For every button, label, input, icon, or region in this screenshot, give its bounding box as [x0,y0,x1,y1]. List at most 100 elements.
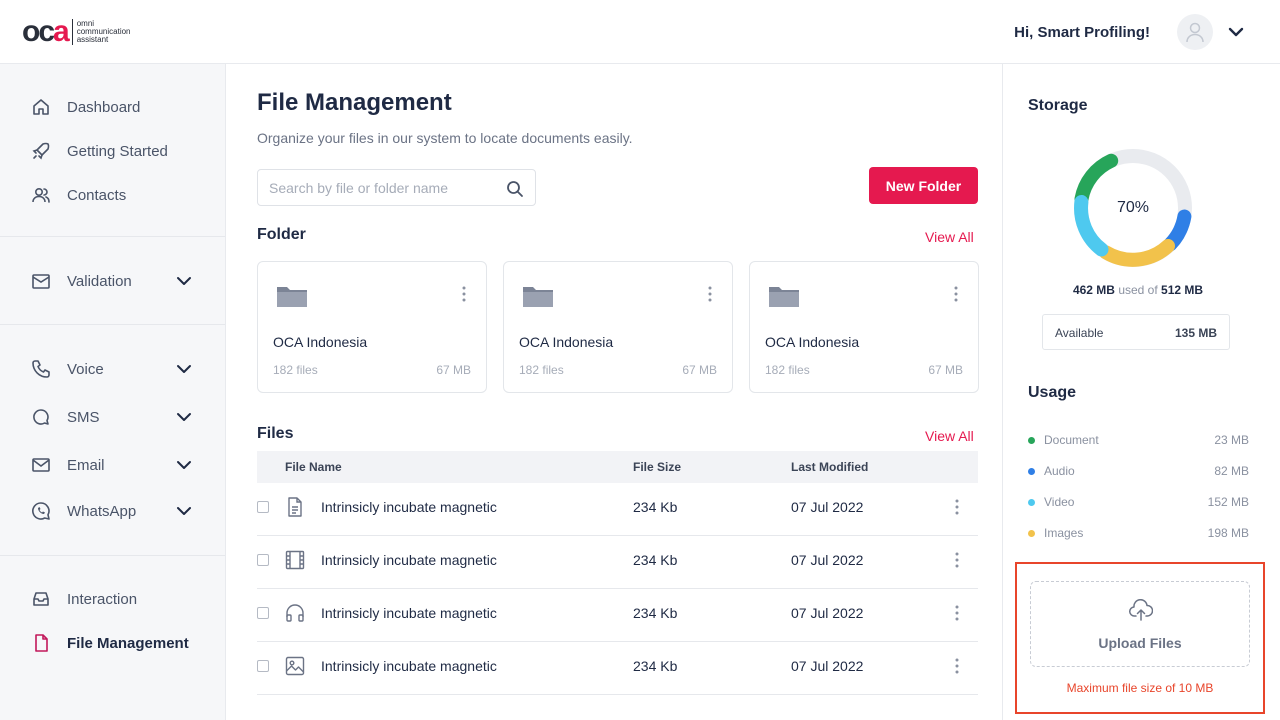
upload-size-note: Maximum file size of 10 MB [1066,681,1214,695]
files-section-title: Files [257,425,294,442]
home-icon [33,99,49,115]
more-vertical-icon[interactable] [708,286,712,302]
sidebar-item-label: Getting Started [67,142,168,160]
row-checkbox[interactable] [257,607,269,619]
folder-size: 67 MB [436,363,471,377]
oca-logo[interactable]: oca omni communication assistant [22,17,131,47]
file-size: 234 Kb [633,552,678,568]
row-checkbox[interactable] [257,501,269,513]
search-input[interactable] [269,180,479,196]
chevron-down-icon[interactable] [176,409,192,425]
file-modified: 07 Jul 2022 [791,499,864,515]
folders-view-all-link[interactable]: View All [925,229,974,245]
page-title: File Management [257,89,452,116]
file-size: 234 Kb [633,499,678,515]
inbox-icon [33,592,49,606]
legend-dot [1028,437,1035,444]
folder-icon [277,287,307,307]
folder-card[interactable]: OCA Indonesia 182 files 67 MB [749,261,979,393]
chevron-down-icon[interactable] [176,361,192,377]
folder-card[interactable]: OCA Indonesia 182 files 67 MB [257,261,487,393]
column-last-modified[interactable]: Last Modified [791,460,869,474]
phone-icon [32,360,50,378]
sidebar-item-validation[interactable]: Validation [30,269,200,293]
new-folder-button[interactable]: New Folder [869,167,978,204]
sidebar-item-getting-started[interactable]: Getting Started [30,139,200,163]
sidebar-item-label: Email [67,456,105,474]
table-row[interactable]: Intrinsicly incubate magnetic 234 Kb 07 … [257,483,978,536]
legend-dot [1028,468,1035,475]
folder-file-count: 182 files [273,363,318,377]
file-name: Intrinsicly incubate magnetic [321,552,497,568]
more-vertical-icon[interactable] [955,658,959,674]
more-vertical-icon[interactable] [955,552,959,568]
usage-title: Usage [1028,384,1077,401]
chevron-down-icon[interactable] [176,503,192,519]
upload-files-label: Upload Files [1098,635,1182,651]
file-name: Intrinsicly incubate magnetic [321,605,497,621]
chevron-down-icon[interactable] [176,457,192,473]
upload-highlight-frame: Upload Files Maximum file size of 10 MB [1015,562,1265,714]
donut-segment-images [1099,239,1175,267]
user-greeting: Hi, Smart Profiling! [1014,24,1150,41]
sidebar-item-label: Validation [67,272,132,290]
users-icon [32,187,50,203]
sidebar-item-label: SMS [67,408,100,426]
sidebar-item-file-management[interactable]: File Management [30,631,200,655]
search-box [257,169,536,206]
sidebar-item-email[interactable]: Email [30,453,200,477]
folder-card[interactable]: OCA Indonesia 182 files 67 MB [503,261,733,393]
usage-item-video: Video 152 MB [1028,495,1249,511]
available-value: 135 MB [1174,326,1217,340]
more-vertical-icon[interactable] [955,605,959,621]
cloud-upload-icon [1129,599,1153,621]
image-icon [285,656,305,676]
more-vertical-icon[interactable] [955,499,959,515]
sidebar-divider [0,324,225,325]
more-vertical-icon[interactable] [462,286,466,302]
table-row[interactable]: Intrinsicly incubate magnetic 234 Kb 07 … [257,642,978,695]
column-file-size[interactable]: File Size [633,460,682,474]
sidebar-item-whatsapp[interactable]: WhatsApp [30,499,200,523]
page-subtitle: Organize your files in our system to loc… [257,130,633,146]
document-icon [288,497,302,517]
table-row[interactable]: Intrinsicly incubate magnetic 234 Kb 07 … [257,536,978,589]
mail-check-icon [32,274,50,289]
column-file-name[interactable]: File Name [285,460,342,474]
file-modified: 07 Jul 2022 [791,605,864,621]
audio-icon [286,604,304,622]
row-checkbox[interactable] [257,554,269,566]
more-vertical-icon[interactable] [954,286,958,302]
upload-files-dropzone[interactable]: Upload Files [1030,581,1250,667]
storage-donut-chart [1074,149,1192,267]
folder-file-count: 182 files [519,363,564,377]
video-icon [285,550,305,570]
file-name: Intrinsicly incubate magnetic [321,499,497,515]
files-view-all-link[interactable]: View All [925,428,974,444]
row-checkbox[interactable] [257,660,269,672]
sidebar-item-label: File Management [67,634,189,652]
rocket-icon [32,142,50,160]
table-row[interactable]: Intrinsicly incubate magnetic 234 Kb 07 … [257,589,978,642]
usage-value: 198 MB [1207,526,1249,540]
sidebar-item-contacts[interactable]: Contacts [30,183,200,207]
sidebar-item-label: Contacts [67,186,127,204]
folder-size: 67 MB [682,363,717,377]
chevron-down-icon[interactable] [176,273,192,289]
legend-dot [1028,530,1035,537]
usage-item-images: Images 198 MB [1028,526,1249,542]
folder-icon [523,287,553,307]
chevron-down-icon[interactable] [1228,24,1244,40]
sidebar-item-interaction[interactable]: Interaction [30,587,200,611]
user-avatar[interactable] [1177,14,1213,50]
folder-section-title: Folder [257,226,306,243]
sidebar-divider [0,236,225,237]
sidebar-item-sms[interactable]: SMS [30,405,200,429]
search-icon[interactable] [506,180,524,198]
sidebar: Dashboard Getting Started Contacts Valid… [0,64,226,720]
storage-used-value: 462 MB [1072,283,1115,297]
sidebar-item-voice[interactable]: Voice [30,357,200,381]
sidebar-item-dashboard[interactable]: Dashboard [30,95,200,119]
mail-icon [32,458,50,472]
logo-text: omni communication assistant [76,19,131,44]
